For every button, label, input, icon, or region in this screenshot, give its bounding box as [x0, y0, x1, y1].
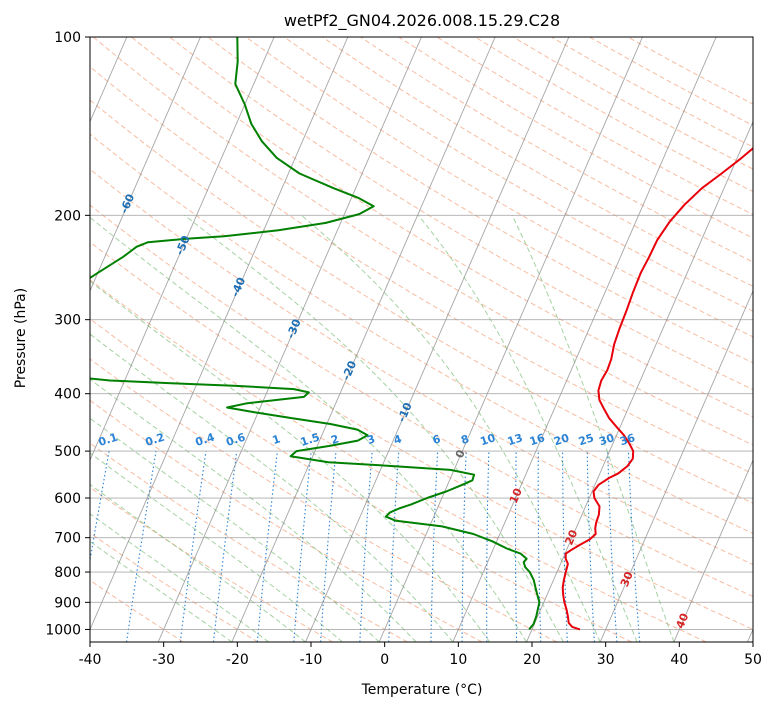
y-tick-label: 200 — [54, 208, 81, 224]
moist-adiabat — [512, 215, 674, 642]
x-axis-label: Temperature (°C) — [361, 682, 483, 698]
plot-area: -100-90-80-70-60-50-40-30-20-10010203040… — [0, 21, 775, 642]
x-tick-label: -40 — [79, 652, 102, 668]
dry-adiabat — [399, 37, 775, 642]
x-tick-label: -10 — [300, 652, 323, 668]
mixing-ratio-label: 0.4 — [194, 430, 217, 448]
mixing-ratio-label: 36 — [618, 431, 637, 448]
y-tick-label: 800 — [54, 565, 81, 581]
moist-adiabat — [0, 288, 306, 642]
mixing-ratio-line — [629, 451, 640, 642]
isotherm-line — [306, 37, 569, 642]
y-tick-label: 600 — [54, 491, 81, 507]
dry-adiabat — [0, 37, 407, 642]
mixing-ratio-line — [214, 451, 237, 642]
isotherm-label: 40 — [673, 611, 691, 630]
isotherm-label: -60 — [118, 192, 138, 216]
isotherm-label: -40 — [229, 275, 249, 299]
mixing-ratio-label: 25 — [577, 431, 596, 448]
mixing-ratio-line — [76, 451, 109, 642]
mixing-ratio-line — [321, 451, 336, 642]
x-tick-label: 0 — [380, 652, 389, 668]
dry-adiabat — [170, 37, 775, 642]
mixing-ratio-label: 20 — [552, 431, 571, 448]
x-tick-label: 40 — [670, 652, 688, 668]
x-tick-label: -30 — [152, 652, 175, 668]
mixing-ratio-label: 4 — [392, 432, 404, 447]
y-tick-label: 1000 — [45, 622, 81, 638]
y-tick-label: 400 — [54, 387, 81, 403]
y-tick-label: 300 — [54, 313, 81, 329]
x-tick-label: 50 — [744, 652, 762, 668]
mixing-ratio-label: 13 — [506, 431, 525, 448]
isotherm-label: -70 — [62, 150, 82, 174]
x-tick-label: 30 — [597, 652, 615, 668]
mixing-ratio-line — [360, 451, 372, 642]
x-tick-label: 10 — [449, 652, 467, 668]
mixing-ratio-line — [389, 451, 399, 642]
plot-frame — [90, 37, 753, 642]
mixing-ratio-line — [487, 451, 489, 642]
mixing-ratio-label: 0.1 — [97, 431, 120, 449]
isotherm-label: -20 — [340, 359, 360, 383]
mixing-ratio-line — [127, 451, 156, 642]
mixing-ratio-label: 1.5 — [299, 431, 322, 449]
dry-adiabat — [0, 37, 333, 642]
moist-adiabat — [302, 215, 601, 642]
y-tick-label: 700 — [54, 531, 81, 547]
isotherm-label: -10 — [395, 400, 415, 424]
isotherm-line — [379, 37, 642, 642]
dry-adiabat — [0, 37, 482, 642]
dry-adiabat — [17, 37, 775, 642]
isotherm-line — [232, 37, 495, 642]
isotherm-line — [158, 37, 421, 642]
isotherm-label: -80 — [6, 108, 26, 132]
mixing-ratio-label: 10 — [479, 431, 498, 448]
mixing-ratio-line — [180, 451, 206, 642]
isotherm-label: 20 — [562, 528, 580, 547]
moist-adiabat — [0, 328, 232, 642]
mixing-ratio-line — [431, 451, 438, 642]
y-tick-label: 100 — [54, 30, 81, 46]
isotherm-line — [748, 37, 775, 642]
mixing-ratio-label: 3 — [365, 432, 376, 447]
isotherm-label: -50 — [173, 233, 193, 257]
mixing-ratio-label: 6 — [431, 432, 443, 447]
x-tick-label: 20 — [523, 652, 541, 668]
y-tick-label: 900 — [54, 595, 81, 611]
dry-adiabat — [0, 37, 258, 642]
mixing-ratio-line — [587, 451, 594, 642]
dry-adiabat — [322, 37, 775, 642]
dry-adiabat — [590, 37, 775, 642]
y-tick-label: 500 — [54, 444, 81, 460]
dry-adiabat — [55, 37, 775, 642]
temperature-profile-line — [563, 37, 775, 629]
dry-adiabat — [0, 37, 632, 642]
isotherm-label: 0 — [453, 448, 468, 460]
dry-adiabat — [513, 37, 775, 642]
isotherm-line — [600, 37, 775, 642]
moist-adiabat — [10, 215, 490, 642]
mixing-ratio-label: 30 — [597, 431, 616, 448]
y-axis-label: Pressure (hPa) — [13, 288, 29, 388]
isotherm-label: 10 — [507, 486, 525, 505]
chart-title: wetPf2_GN04.2026.008.15.29.C28 — [284, 11, 560, 31]
x-tick-label: -20 — [226, 652, 249, 668]
dry-adiabat — [475, 37, 775, 642]
mixing-ratio-label: 0.2 — [144, 431, 167, 449]
